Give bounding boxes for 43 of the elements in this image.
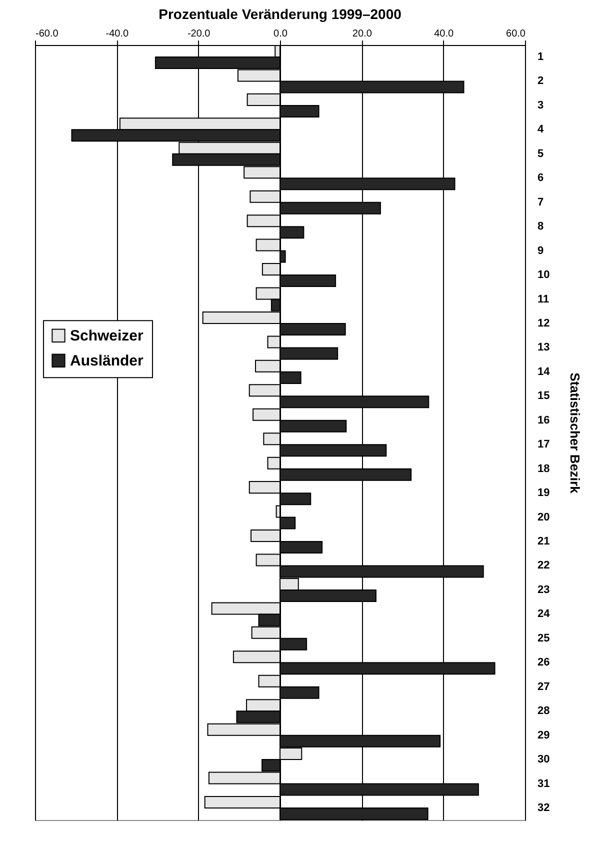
- y-axis-title: Statistischer Bezirk: [568, 372, 583, 494]
- y-tick-label: 1: [538, 50, 544, 63]
- y-tick-label: 21: [538, 536, 550, 548]
- y-tick-label: 31: [538, 778, 550, 790]
- y-tick-label: 25: [538, 632, 550, 644]
- y-tick-label: 24: [538, 608, 551, 620]
- y-tick-label: 8: [538, 220, 544, 233]
- y-tick-label: 18: [538, 462, 550, 475]
- y-tick-label: 6: [538, 172, 544, 184]
- y-tick-label: 22: [538, 560, 550, 572]
- x-tick-label: -40.0: [106, 28, 129, 40]
- y-tick-label: 14: [538, 366, 551, 378]
- y-tick-label: 5: [538, 148, 544, 160]
- y-tick-label: 4: [538, 124, 544, 136]
- y-tick-label: 26: [538, 656, 550, 669]
- legend-label: Ausländer: [70, 352, 144, 370]
- y-tick-label: 20: [538, 511, 550, 524]
- y-tick-label: 10: [538, 269, 550, 282]
- x-tick-label: 0.0: [274, 28, 288, 40]
- x-tick-label: 40.0: [434, 28, 454, 40]
- x-tick-label: -20.0: [187, 28, 211, 40]
- y-tick-label: 7: [538, 196, 544, 208]
- y-tick-label: 17: [538, 438, 550, 451]
- y-tick-label: 9: [538, 244, 544, 257]
- legend-label: Schweizer: [70, 328, 144, 345]
- y-tick-label: 11: [538, 293, 550, 306]
- y-tick-label: 28: [538, 705, 550, 718]
- y-tick-label: 30: [538, 754, 550, 766]
- chart-title: Prozentuale Veränderung 1999–2000: [158, 6, 402, 22]
- y-tick-label: 29: [538, 729, 550, 742]
- x-tick-label: 20.0: [352, 28, 372, 40]
- y-tick-label: 27: [538, 680, 550, 693]
- x-tick-label: -60.0: [36, 28, 59, 40]
- y-tick-label: 2: [538, 75, 544, 88]
- y-tick-label: 15: [538, 390, 550, 402]
- y-tick-label: 19: [538, 487, 550, 500]
- y-tick-label: 16: [538, 414, 550, 426]
- y-tick-label: 12: [538, 317, 550, 330]
- y-tick-label: 13: [538, 342, 550, 354]
- y-tick-label: 23: [538, 584, 550, 596]
- y-tick-label: 32: [538, 802, 550, 814]
- y-tick-label: 3: [538, 99, 544, 112]
- x-tick-label: 60.0: [506, 28, 526, 40]
